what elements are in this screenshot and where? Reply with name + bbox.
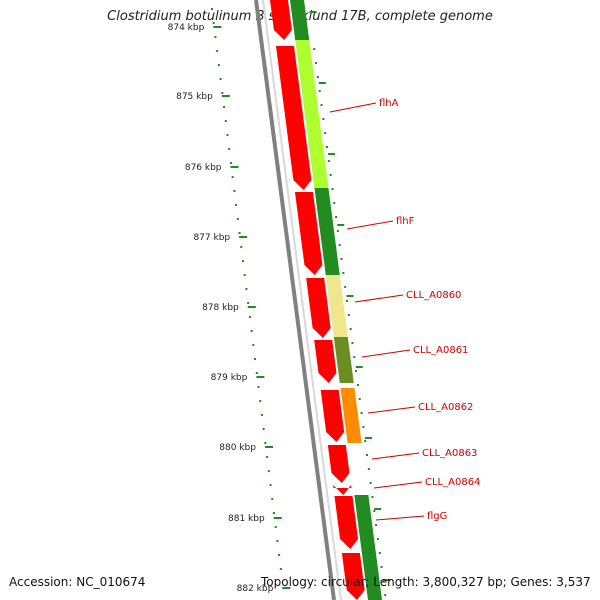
scale-tick-label: 880 kbp xyxy=(219,443,256,453)
scale-tick-label: 875 kbp xyxy=(176,92,213,102)
gene-label: CLL_A0863 xyxy=(422,448,477,459)
scale-tick-label: 879 kbp xyxy=(211,373,248,383)
scale-tick-label: 877 kbp xyxy=(193,233,230,243)
cds-arrow xyxy=(270,0,292,40)
genome-backbone-line xyxy=(254,0,336,600)
genome-backbone-highlight xyxy=(262,0,342,600)
cds-arrow xyxy=(320,390,345,442)
gene-leader-line xyxy=(354,294,404,303)
scale-tick-label: 882 kbp xyxy=(237,584,274,594)
genome-summary-text: Topology: circular; Length: 3,800,327 bp… xyxy=(261,575,591,589)
gene-leader-line xyxy=(361,349,411,358)
feature-block xyxy=(314,188,340,275)
gene-label: CLL_A0860 xyxy=(406,290,461,301)
gene-label: CLL_A0862 xyxy=(418,402,473,413)
feature-block xyxy=(333,337,354,383)
cds-arrow xyxy=(275,46,312,190)
scale-tick-label: 874 kbp xyxy=(168,23,205,33)
scale-tick-label: 878 kbp xyxy=(202,303,239,313)
scale-tick-label: 881 kbp xyxy=(228,514,265,524)
gene-leader-line xyxy=(371,452,420,460)
cds-arrow xyxy=(314,340,337,383)
gene-label: CLL_A0861 xyxy=(413,345,468,356)
accession-text: Accession: NC_010674 xyxy=(9,575,146,589)
cds-arrow xyxy=(341,553,365,600)
scale-tick-label: 876 kbp xyxy=(185,163,222,173)
gene-label: flhF xyxy=(396,216,415,227)
cds-arrow xyxy=(334,496,359,549)
gene-leader-line xyxy=(373,481,423,489)
cds-arrow xyxy=(333,485,352,495)
cds-arrow xyxy=(327,445,350,483)
gene-label: CLL_A0864 xyxy=(425,477,480,488)
cds-arrow xyxy=(294,192,323,275)
cds-arrow xyxy=(306,278,331,338)
gene-leader-line xyxy=(367,406,416,414)
gene-leader-line xyxy=(329,102,377,113)
feature-block xyxy=(354,495,382,600)
gene-label: flgG xyxy=(427,511,447,522)
feature-block xyxy=(325,275,348,337)
feature-block xyxy=(295,40,329,188)
gene-leader-line xyxy=(346,220,394,230)
feature-block xyxy=(340,388,362,443)
feature-block xyxy=(290,0,310,40)
gene-label: flhA xyxy=(379,98,399,109)
gene-leader-line xyxy=(375,515,425,521)
